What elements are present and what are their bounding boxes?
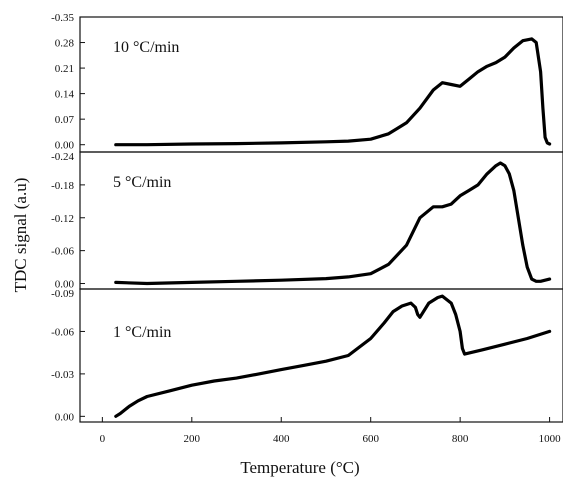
panel-2: 0.00 -0.06 -0.12 -0.18 -0.24 5 °C/min [51, 151, 563, 291]
panel-rate-label: 1 °C/min [113, 324, 171, 341]
series-line-2 [114, 161, 552, 286]
y-tick-label: 0.28 [55, 38, 75, 50]
x-tick-label: 200 [184, 433, 201, 445]
series-line-1 [114, 37, 552, 147]
y-tick-label: -0.12 [51, 213, 74, 225]
y-tick-label: -0.24 [51, 151, 74, 163]
y-tick-label: -0.18 [51, 180, 74, 192]
y-tick-label: -0.35 [51, 12, 74, 24]
panel-3: 0.00 -0.03 -0.06 -0.09 1 °C/min [51, 288, 563, 423]
x-tick-label: 0 [100, 433, 106, 445]
y-tick-label: -0.06 [51, 326, 74, 338]
panel-rate-label: 5 °C/min [113, 174, 171, 191]
x-tick-label: 800 [452, 433, 469, 445]
y-tick-label: 0.00 [55, 411, 75, 423]
y-tick-label: -0.03 [51, 369, 74, 381]
panel-1: 0.00 0.07 0.14 0.21 0.28 -0.35 10 °C/min [51, 12, 563, 153]
x-tick-label: 1000 [539, 433, 562, 445]
panel-frame [79, 288, 563, 423]
panel-frame [79, 16, 563, 153]
y-tick-label: 0.14 [55, 89, 75, 101]
y-tick-label: 0.00 [55, 140, 75, 152]
panel-rate-label: 10 °C/min [113, 39, 179, 56]
y-tick-label: 0.21 [55, 63, 74, 75]
y-tick-label: -0.06 [51, 246, 74, 258]
x-axis: 0 200 400 600 800 1000 [100, 417, 561, 445]
x-tick-label: 600 [362, 433, 379, 445]
series-line-3 [114, 294, 552, 418]
x-axis-title: Temperature (°C) [240, 458, 359, 477]
y-tick-label: 0.00 [55, 279, 75, 291]
x-tick-label: 400 [273, 433, 290, 445]
y-axis-title: TDC signal (a.u) [11, 178, 30, 293]
y-tick-label: -0.09 [51, 288, 74, 300]
y-tick-label: 0.07 [55, 114, 75, 126]
